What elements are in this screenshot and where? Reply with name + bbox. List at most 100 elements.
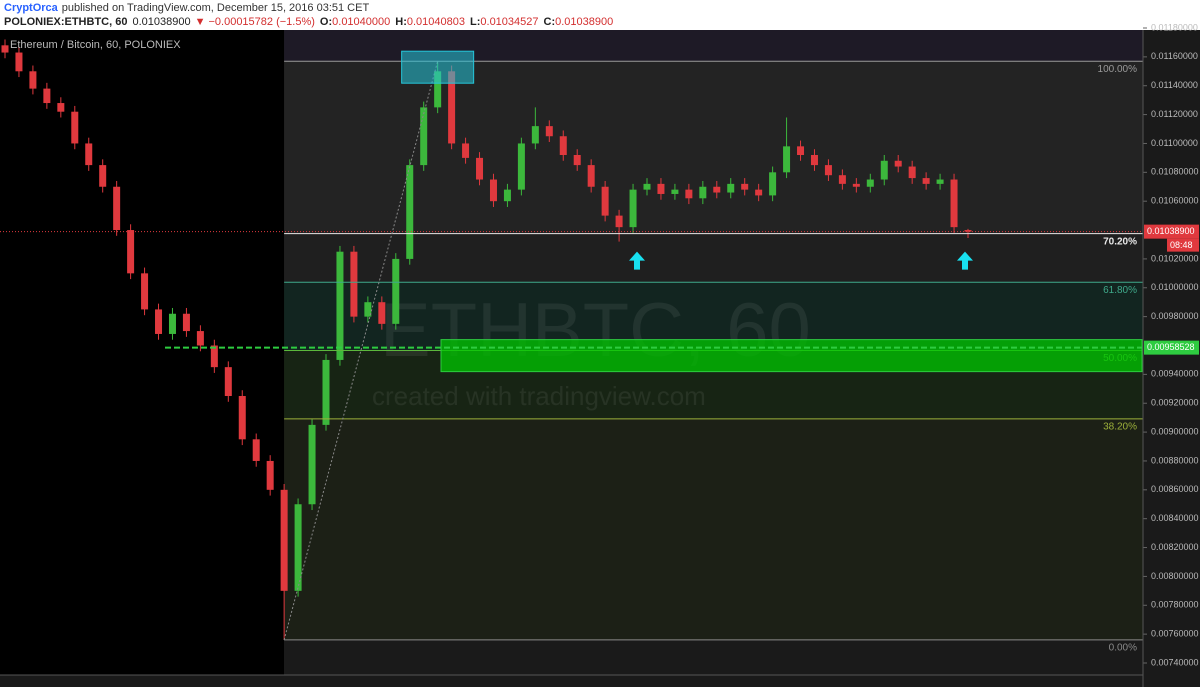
candle-body: [727, 183, 735, 193]
candle-body: [810, 155, 818, 166]
candles: [1, 39, 972, 640]
candle-body: [531, 126, 539, 144]
countdown-bg: [1167, 238, 1199, 252]
left-bg: [0, 30, 284, 675]
candle-body: [880, 160, 888, 180]
candle-body: [29, 71, 37, 89]
fib-label: 100.00%: [1098, 64, 1138, 75]
candle-body: [406, 165, 414, 259]
candle-body: [936, 179, 944, 184]
y-tick-label: 0.00880000: [1151, 455, 1199, 465]
candle-body: [294, 504, 302, 591]
fib-label: 38.20%: [1103, 421, 1137, 432]
candle-body: [127, 230, 135, 274]
candle-body: [643, 183, 651, 190]
candle-body: [196, 331, 204, 346]
candle-body: [420, 107, 428, 166]
drawings: 100.00%70.20%61.80%50.00%38.20%0.00%0.01…: [0, 50, 1199, 654]
published: published on TradingView.com, December 1…: [62, 2, 370, 14]
y-tick-label: 0.00840000: [1151, 513, 1199, 523]
candle-body: [141, 273, 149, 310]
candle-body: [587, 165, 595, 187]
ohlc-value: 0.01040803: [407, 16, 465, 28]
candle-body: [266, 460, 274, 490]
candle-body: [155, 309, 163, 334]
candle-body: [448, 71, 456, 144]
candle-body: [210, 345, 218, 368]
candle-body: [336, 251, 344, 360]
candle-body: [350, 251, 358, 317]
y-tick-label: 0.01160000: [1151, 51, 1198, 61]
candle-body: [713, 186, 721, 193]
price-label: 0.00958528: [1147, 342, 1195, 352]
candle-body: [224, 367, 232, 397]
y-tick-label: 0.00940000: [1151, 369, 1199, 379]
candle-body: [280, 489, 288, 591]
y-tick-label: 0.00800000: [1151, 571, 1199, 581]
candle-body: [615, 215, 623, 228]
candle-body: [545, 126, 553, 137]
candle-body: [797, 146, 805, 155]
symbol: POLONIEX:ETHBTC, 60: [4, 16, 127, 28]
ohlc-key: O:: [320, 16, 332, 28]
candle-body: [559, 136, 567, 155]
fib-label: 0.00%: [1109, 643, 1137, 654]
fib-zone: [284, 418, 1143, 640]
support-box: [440, 339, 1143, 373]
y-tick-label: 0.00980000: [1151, 311, 1199, 321]
candle-body: [238, 396, 246, 440]
candle-body: [378, 302, 386, 324]
candle-body: [43, 88, 51, 104]
y-tick-label: 0.01080000: [1151, 167, 1199, 177]
candle-body: [71, 111, 79, 144]
candle-body: [392, 258, 400, 324]
candle-body: [1, 45, 9, 53]
fib-zones: [284, 30, 1143, 640]
y-tick-label: 0.00920000: [1151, 398, 1199, 408]
candle-body: [364, 302, 372, 317]
candle-body: [838, 175, 846, 184]
candle-body: [922, 178, 930, 184]
candle-body: [769, 172, 777, 196]
candle-body: [573, 155, 581, 166]
candle-body: [894, 160, 902, 167]
y-tick-label: 0.00820000: [1151, 542, 1199, 552]
candle-body: [685, 189, 693, 199]
candle-body: [601, 186, 609, 216]
candle-body: [489, 179, 497, 202]
candle-body: [783, 146, 791, 173]
ohlc-value: 0.01034527: [480, 16, 538, 28]
y-tick-label: 0.00760000: [1151, 629, 1199, 639]
fib-label: 70.20%: [1103, 236, 1137, 247]
ohlc-key: C:: [544, 16, 556, 28]
candle-body: [476, 157, 484, 180]
fib-label: 61.80%: [1103, 285, 1137, 296]
candle-body: [503, 189, 511, 202]
arrow: [629, 251, 645, 270]
down-icon: ▼: [195, 16, 206, 28]
chart-title: Ethereum / Bitcoin, 60, POLONIEX: [10, 39, 181, 51]
candle-body: [671, 189, 679, 194]
y-tick-label: 0.01000000: [1151, 282, 1199, 292]
watermark-sub: created with tradingview.com: [372, 381, 706, 411]
candle-body: [99, 165, 107, 187]
candle-body: [866, 179, 874, 187]
arrow: [957, 251, 973, 270]
candle-body: [755, 189, 763, 196]
candle-body: [517, 143, 525, 190]
candle-body: [252, 439, 260, 461]
candle-body: [113, 186, 121, 231]
price-label-bg: [1144, 224, 1199, 239]
author: CryptOrca: [4, 2, 59, 14]
candle-body: [657, 183, 665, 194]
y-tick-label: 0.00860000: [1151, 484, 1199, 494]
candle-body: [699, 186, 707, 199]
fib-zone: [284, 61, 1143, 234]
price-label-bg: [1144, 340, 1199, 355]
ohlc-key: L:: [470, 16, 480, 28]
candle-body: [629, 189, 637, 228]
candle-body: [308, 424, 316, 505]
axes: 0.00740000 0.00760000 0.00780000 0.00800000…: [0, 22, 1199, 685]
